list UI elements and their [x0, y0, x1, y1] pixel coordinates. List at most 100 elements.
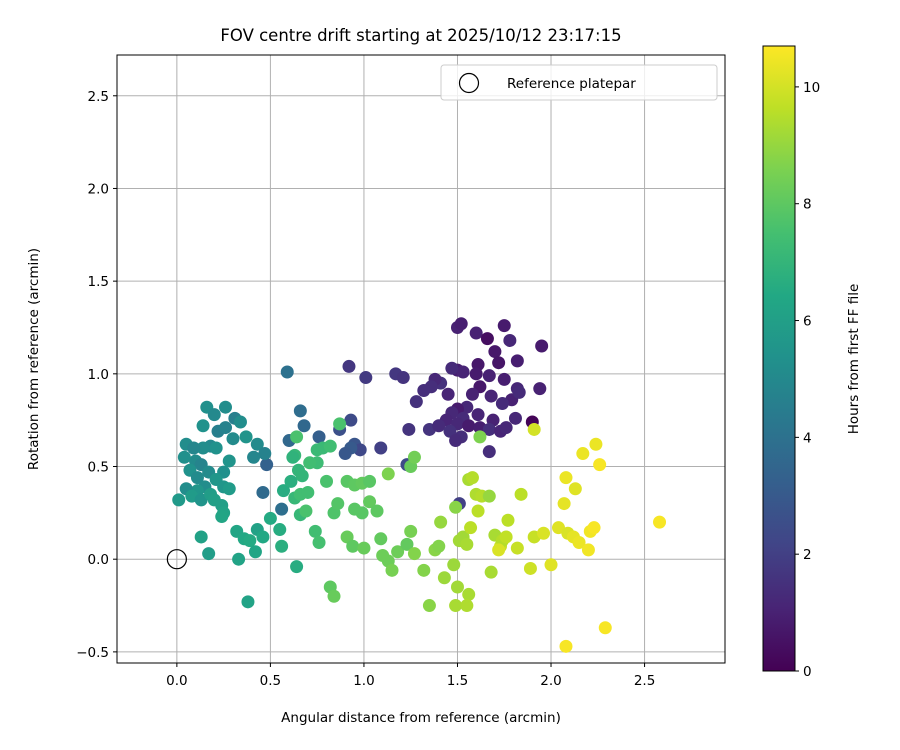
data-point: [275, 539, 289, 553]
data-point: [417, 563, 431, 577]
data-point: [460, 599, 474, 613]
data-point: [512, 385, 526, 399]
chart-title: FOV centre drift starting at 2025/10/12 …: [220, 26, 621, 45]
data-point: [449, 599, 463, 613]
data-point: [241, 595, 255, 609]
data-point: [469, 326, 483, 340]
data-point: [280, 365, 294, 379]
data-point: [484, 565, 498, 579]
colorbar-label: Hours from first FF file: [846, 284, 862, 435]
data-point: [552, 521, 566, 535]
data-point: [593, 458, 607, 472]
data-point: [187, 441, 201, 455]
y-tick-label: 0.0: [88, 552, 109, 568]
data-point: [290, 430, 304, 444]
data-point: [222, 454, 236, 468]
data-point: [473, 430, 487, 444]
data-point: [572, 536, 586, 550]
colorbar-tick-label: 8: [803, 197, 812, 213]
legend-box: [440, 64, 718, 101]
data-point: [460, 537, 474, 551]
data-point: [503, 333, 517, 347]
data-point: [514, 487, 528, 501]
x-tick-label: 1.0: [353, 673, 374, 689]
data-point: [598, 621, 612, 635]
data-point: [456, 365, 470, 379]
data-point: [482, 489, 496, 503]
data-point: [312, 536, 326, 550]
data-point: [263, 511, 277, 525]
data-point: [417, 384, 431, 398]
colorbar-tick-label: 0: [803, 664, 812, 680]
data-point: [447, 558, 461, 572]
data-point: [441, 387, 455, 401]
data-point: [359, 371, 373, 385]
data-point: [537, 526, 551, 540]
data-point: [510, 541, 524, 555]
data-point: [342, 359, 356, 373]
data-point: [286, 450, 300, 464]
x-tick-label: 1.5: [447, 673, 468, 689]
data-point: [370, 504, 384, 518]
data-point: [471, 504, 485, 518]
data-point: [209, 441, 223, 455]
data-point: [533, 382, 547, 396]
data-point: [374, 441, 388, 455]
data-point: [290, 560, 304, 574]
data-point: [256, 485, 270, 499]
data-point: [219, 400, 233, 414]
data-point: [295, 469, 309, 483]
data-point: [344, 413, 358, 427]
data-point: [247, 450, 261, 464]
x-tick-label: 0.5: [260, 673, 281, 689]
data-point: [544, 558, 558, 572]
legend-label-reference: Reference platepar: [507, 76, 636, 92]
data-point: [464, 521, 478, 535]
data-point: [400, 537, 414, 551]
data-point: [482, 445, 496, 459]
data-point: [576, 447, 590, 461]
data-point: [293, 404, 307, 418]
data-point: [258, 447, 272, 461]
data-point: [581, 543, 595, 557]
y-tick-label: 2.0: [88, 181, 109, 197]
data-point: [587, 521, 601, 535]
data-point: [243, 534, 257, 548]
reference-platepar-marker: [166, 549, 187, 570]
data-point: [589, 437, 603, 451]
data-point: [346, 539, 360, 553]
data-point: [432, 419, 446, 433]
data-point: [320, 474, 334, 488]
data-point: [497, 319, 511, 333]
y-axis-label: Rotation from reference (arcmin): [26, 248, 42, 470]
plot-frame: [116, 54, 726, 664]
data-point: [465, 471, 479, 485]
colorbar-gradient: [762, 45, 796, 672]
data-point: [338, 447, 352, 461]
data-point: [462, 587, 476, 601]
data-point: [363, 495, 377, 509]
colorbar-tick-label: 2: [803, 547, 812, 563]
data-point: [501, 513, 515, 527]
data-point: [523, 561, 537, 575]
data-point: [256, 530, 270, 544]
data-point: [462, 419, 476, 433]
data-point: [488, 345, 502, 359]
data-point: [469, 367, 483, 381]
x-tick-label: 0.0: [166, 673, 187, 689]
data-point: [480, 332, 494, 346]
data-point: [226, 432, 240, 446]
y-tick-label: 1.0: [88, 367, 109, 383]
data-point: [492, 356, 506, 370]
data-point: [482, 422, 496, 436]
data-point: [303, 456, 317, 470]
data-point: [260, 458, 274, 472]
data-point: [465, 387, 479, 401]
data-point: [222, 482, 236, 496]
data-point: [363, 474, 377, 488]
colorbar-tick-label: 6: [803, 314, 812, 330]
data-point: [202, 547, 216, 561]
data-point: [484, 389, 498, 403]
data-point: [535, 339, 549, 353]
data-point: [250, 437, 264, 451]
